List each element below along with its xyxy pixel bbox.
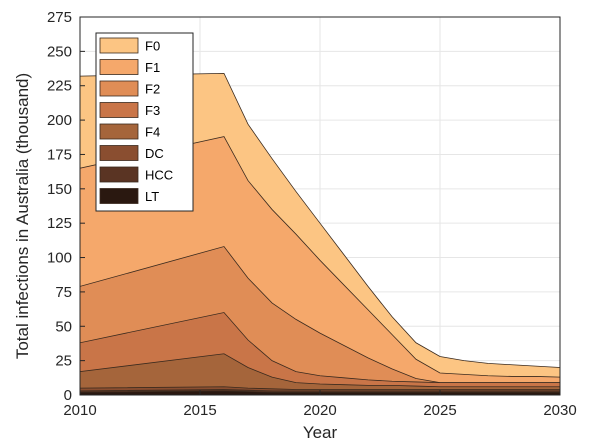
legend-label-f4: F4 (145, 125, 160, 140)
area-f4 (79, 353, 561, 396)
x-axis-title: Year (303, 423, 338, 442)
x-tick-label: 2020 (303, 402, 336, 419)
y-tick-label: 175 (47, 146, 72, 163)
x-tick-label: 2010 (63, 402, 96, 419)
legend-swatch-f2 (99, 80, 139, 97)
y-tick-label: 75 (55, 284, 72, 301)
legend-swatch-f4 (99, 123, 139, 140)
legend: F0 F1 F2 F3 F4 DC HCC LT (95, 32, 194, 212)
y-tick-label: 200 (47, 112, 72, 129)
y-tick-label: 50 (55, 318, 72, 335)
x-tick-label: 2015 (183, 402, 216, 419)
legend-label-dc: DC (145, 146, 164, 161)
y-tick-label: 150 (47, 181, 72, 198)
y-tick-label: 225 (47, 78, 72, 95)
legend-label-f1: F1 (145, 60, 160, 75)
y-tick-label: 275 (47, 9, 72, 26)
ticks: 0 25 50 75 100 125 150 175 200 225 250 275 2010 2015 2… (47, 9, 577, 419)
legend-swatch-lt (99, 188, 139, 204)
legend-label-f3: F3 (145, 103, 160, 118)
legend-label-hcc: HCC (145, 168, 173, 183)
y-tick-label: 100 (47, 250, 72, 267)
y-tick-label: 0 (64, 387, 72, 404)
legend-label-f2: F2 (145, 82, 160, 97)
legend-label-lt: LT (145, 189, 159, 204)
legend-swatch-f3 (99, 102, 139, 118)
y-tick-label: 250 (47, 43, 72, 60)
legend-swatch-hcc (99, 166, 139, 183)
x-tick-label: 2025 (423, 402, 456, 419)
legend-swatch-f0 (99, 37, 139, 54)
x-tick-label: 2030 (543, 402, 576, 419)
legend-label-f0: F0 (145, 39, 160, 54)
legend-swatch-f1 (99, 59, 139, 75)
legend-swatch-dc (99, 145, 139, 161)
y-axis-title: Total infections in Australia (thousand) (13, 73, 32, 359)
y-tick-label: 125 (47, 215, 72, 232)
y-tick-label: 25 (55, 353, 72, 370)
